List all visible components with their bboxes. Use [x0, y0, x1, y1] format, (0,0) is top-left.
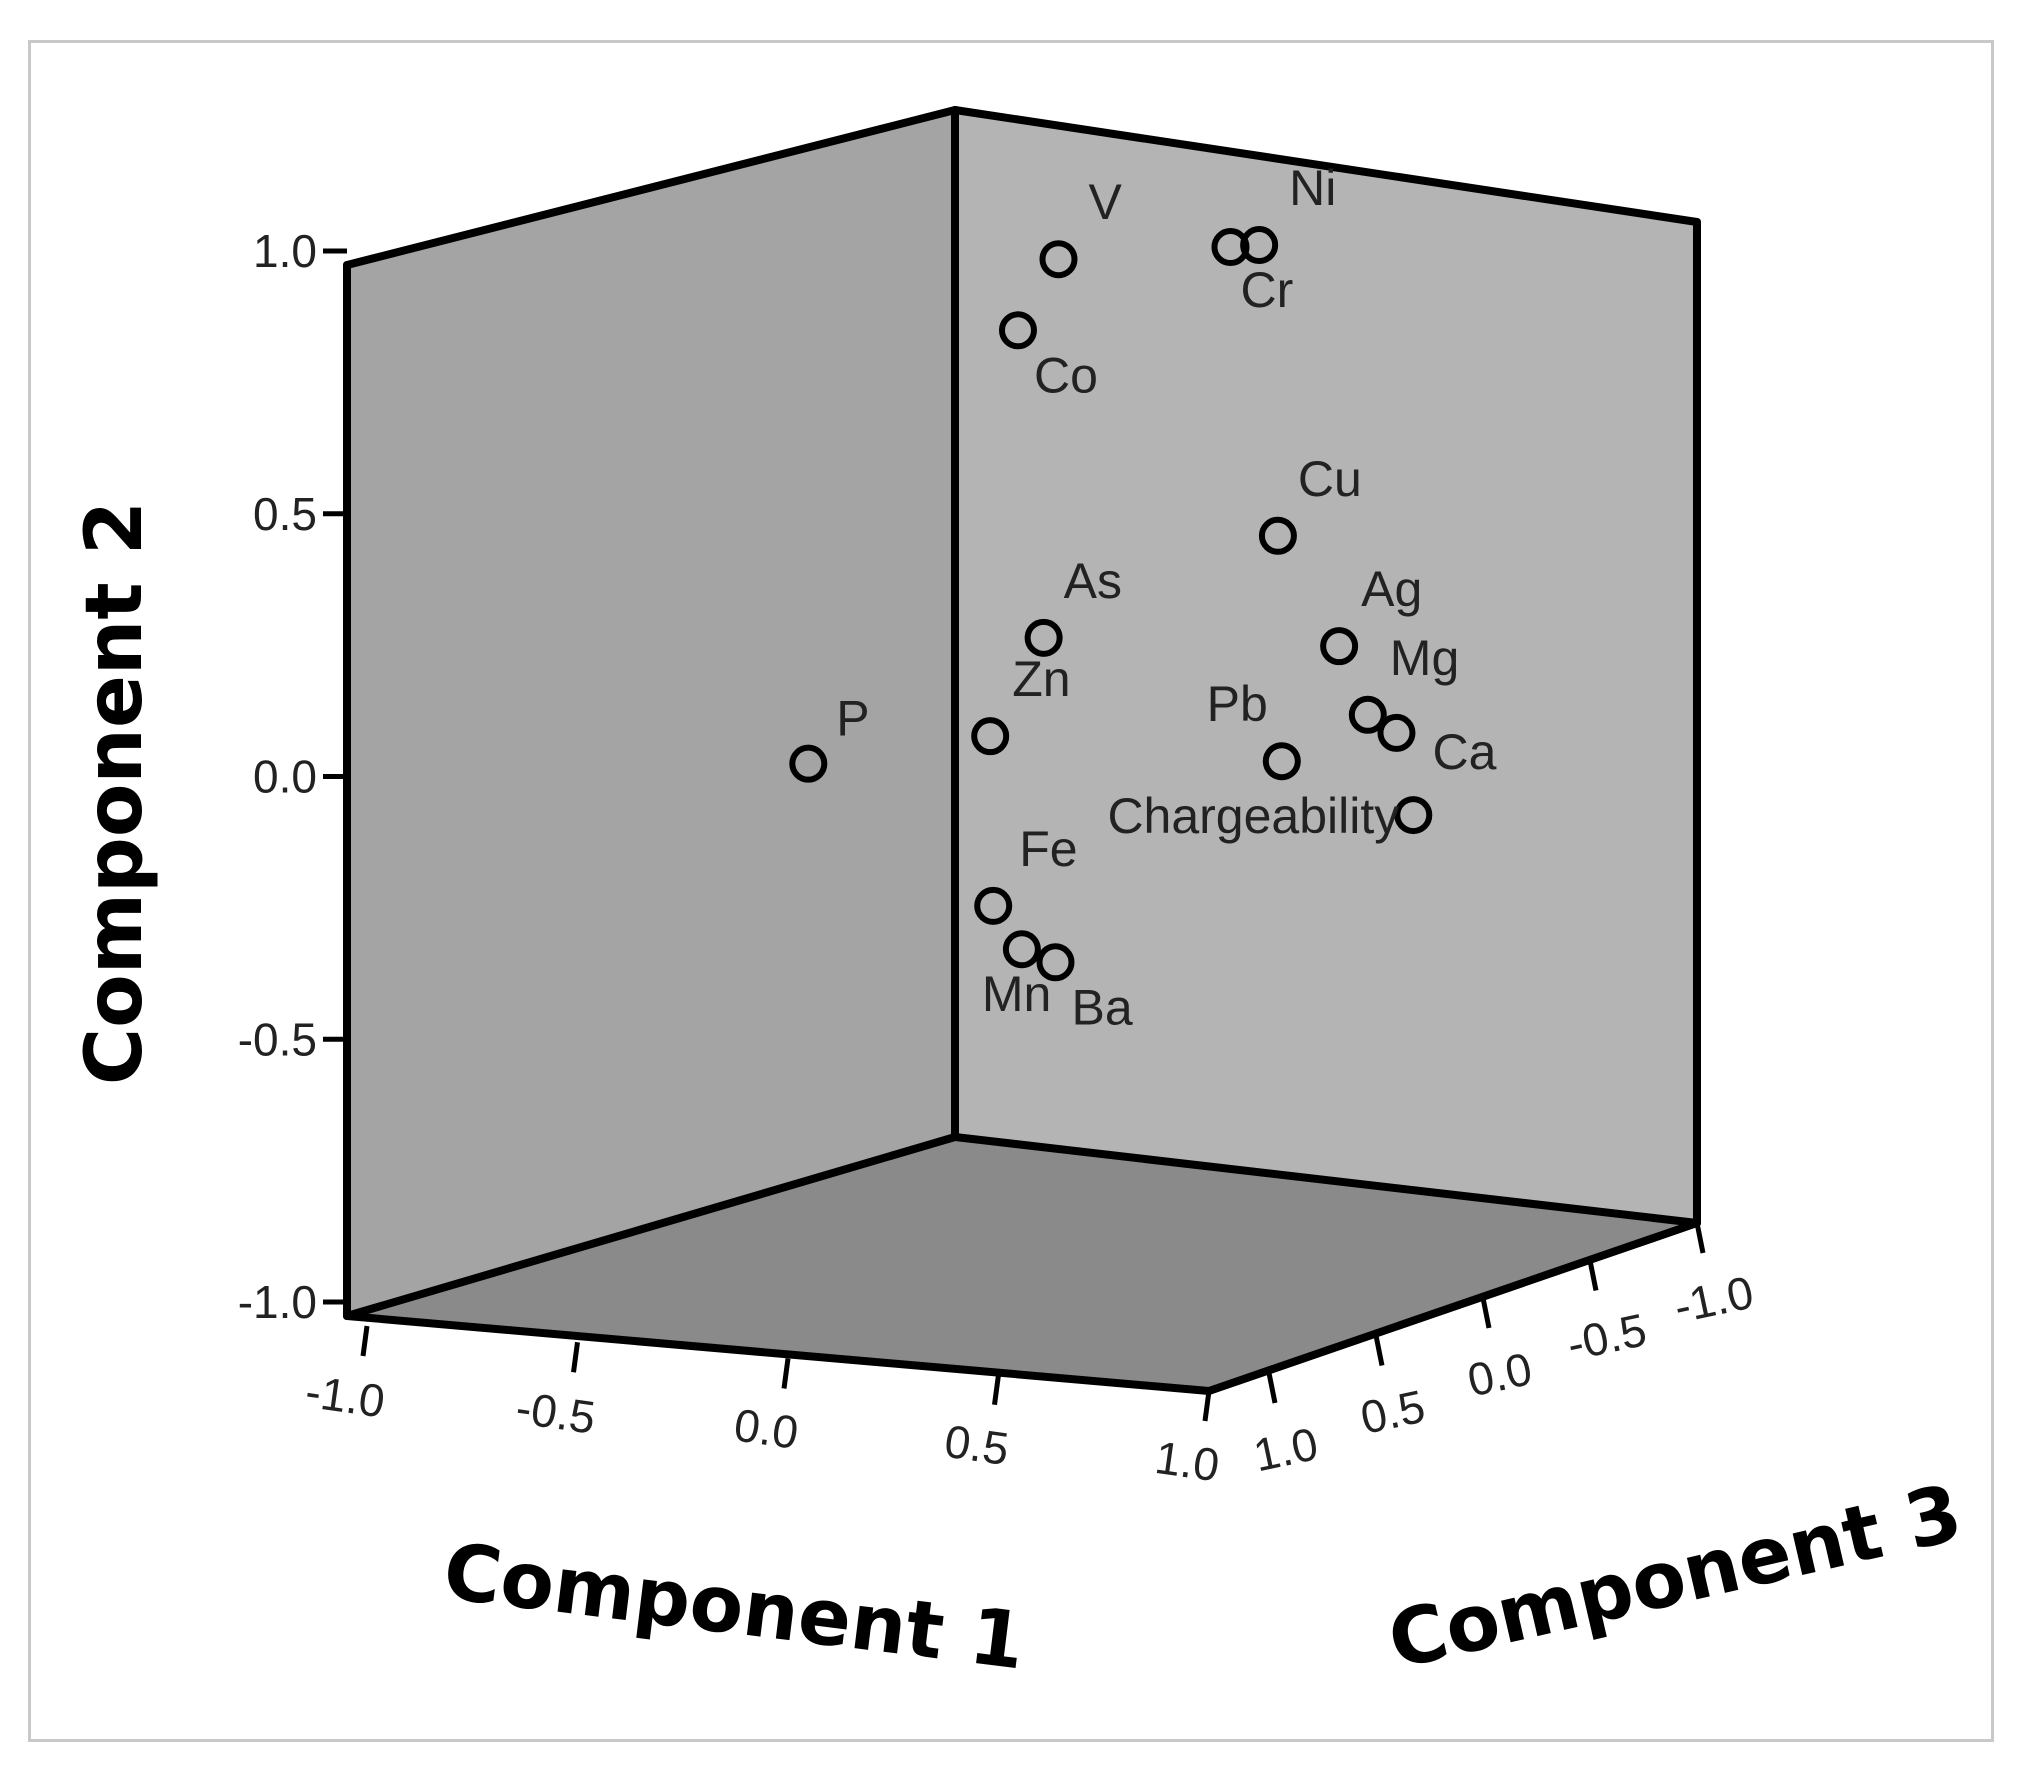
x-tick: [360, 1325, 370, 1357]
x-tick-label: -1.0: [302, 1365, 388, 1428]
box-edge: [343, 1133, 959, 1320]
box-edge: [1205, 1219, 1701, 1395]
data-point-mn: [1002, 930, 1041, 969]
point-label-cu: Cu: [1298, 451, 1362, 507]
x-tick: [571, 1341, 580, 1373]
z-tick: [1373, 1335, 1385, 1366]
data-point-v: [1039, 240, 1078, 279]
data-point-p: [789, 744, 828, 783]
point-label-ca: Ca: [1432, 724, 1496, 780]
data-point-cr: [1211, 228, 1250, 267]
box-edge: [951, 106, 1701, 226]
box-edge: [951, 1133, 1701, 1227]
y-tick-label: 0.5: [253, 488, 317, 540]
figure-frame: -1.0 -0.5 0.0 0.5 1.0 -1.0 -0.5 0.0 0.5 1.0 1.0 0.5…: [28, 40, 1994, 1742]
x-tick: [781, 1358, 791, 1389]
point-label-as: As: [1064, 553, 1122, 609]
z-axis-title: Component 3: [1380, 1468, 1969, 1687]
point-label-ni: Ni: [1289, 160, 1336, 216]
scatter-3d-chart: -1.0 -0.5 0.0 0.5 1.0 -1.0 -0.5 0.0 0.5 1.0 1.0 0.5…: [70, 106, 1970, 1688]
z-tick-label: 0.0: [1463, 1342, 1536, 1406]
data-points: V Ni Cr Co Cu As Ag Mg Pb Ca Chargeability Zn P Fe Mn B…: [789, 160, 1497, 1035]
point-label-ag: Ag: [1361, 561, 1422, 617]
data-point-chargeability: [1394, 796, 1433, 835]
x-tick: [1202, 1390, 1212, 1422]
z-tick: [1694, 1222, 1706, 1254]
z-tick: [1480, 1297, 1492, 1329]
point-label-zn: Zn: [1012, 651, 1070, 707]
point-label-fe: Fe: [1019, 821, 1077, 877]
axis-ticks: -1.0 -0.5 0.0 0.5 1.0 -1.0 -0.5 0.0 0.5 1.0 1.0 0.5…: [238, 225, 1758, 1491]
point-label-p: P: [836, 691, 869, 747]
y-tick-label: 1.0: [253, 225, 317, 277]
y-tick-label: -1.0: [238, 1276, 317, 1328]
x-tick-label: 1.0: [1152, 1431, 1223, 1491]
point-label-co: Co: [1034, 347, 1098, 403]
data-point-co: [998, 311, 1037, 350]
point-label-v: V: [1088, 174, 1122, 230]
point-label-mn: Mn: [982, 966, 1051, 1022]
x-tick-label: 0.0: [731, 1398, 802, 1458]
x-tick-label: 0.5: [941, 1415, 1012, 1475]
y-tick-label: 0.0: [253, 751, 317, 803]
z-tick-label: -1.0: [1670, 1266, 1758, 1333]
box-edge: [343, 1312, 1213, 1395]
x-tick-label: -0.5: [513, 1381, 599, 1444]
data-point-pb: [1262, 742, 1301, 781]
point-label-chargeability: Chargeability: [1107, 788, 1399, 844]
z-tick: [1266, 1372, 1278, 1404]
z-tick-label: -0.5: [1563, 1303, 1651, 1370]
data-point-cu: [1258, 516, 1297, 555]
y-tick-label: -0.5: [238, 1013, 317, 1065]
z-tick: [1587, 1260, 1599, 1291]
point-label-pb: Pb: [1207, 676, 1268, 732]
point-label-cr: Cr: [1240, 262, 1293, 318]
data-point-fe: [974, 886, 1013, 925]
x-axis-title: Component 1: [439, 1527, 1030, 1688]
floor: [347, 1137, 1697, 1391]
box-edge: [343, 106, 959, 269]
data-point-ag: [1320, 627, 1359, 666]
x-tick: [992, 1374, 1001, 1406]
data-point-as: [1024, 618, 1063, 657]
back-wall: [955, 110, 1697, 1223]
y-axis-title: Component 2: [70, 501, 160, 1085]
z-tick-label: 1.0: [1249, 1417, 1322, 1481]
left-wall: [347, 110, 955, 1316]
point-label-mg: Mg: [1390, 630, 1459, 686]
plot-box: [343, 106, 1701, 1395]
data-point-ca: [1377, 713, 1416, 752]
data-point-ba: [1036, 943, 1075, 982]
data-point-mg: [1348, 695, 1387, 734]
data-point-zn: [971, 717, 1010, 756]
data-point-ni: [1240, 226, 1279, 265]
z-tick-label: 0.5: [1356, 1380, 1429, 1444]
point-label-ba: Ba: [1071, 979, 1132, 1035]
